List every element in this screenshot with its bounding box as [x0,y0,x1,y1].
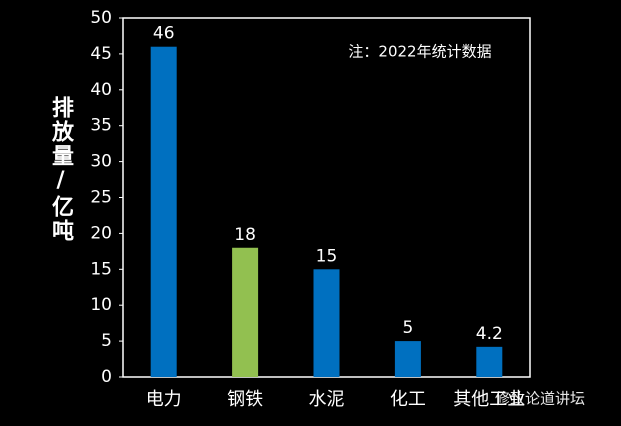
y-tick-label: 40 [90,80,112,100]
bar [394,341,421,377]
x-tick-label: 水泥 [309,389,345,410]
bar [476,346,503,377]
value-label: 18 [234,225,256,245]
y-tick-label: 20 [90,223,112,243]
value-label: 4.2 [476,324,503,344]
bar [313,269,340,377]
bar [150,46,177,377]
y-tick-label: 50 [90,8,112,28]
annotation: 注：2022年统计数据 [348,43,491,61]
y-tick-label: 35 [90,116,112,136]
y-tick-label: 15 [90,259,112,279]
y-axis-label: 排放量/亿吨 [48,96,73,243]
watermark: 修致论道讲坛 [495,390,585,408]
value-label: 46 [153,24,175,44]
y-tick-label: 25 [90,188,112,208]
y-tick-label: 45 [90,44,112,64]
bar [232,247,259,377]
x-tick-label: 钢铁 [227,389,263,410]
x-tick-label: 其他工业 [453,389,525,410]
x-tick-label: 化工 [390,389,426,410]
y-tick-label: 30 [90,152,112,172]
y-tick-label: 5 [101,331,112,351]
value-label: 5 [402,318,413,338]
value-label: 15 [316,246,338,266]
y-tick-label: 10 [90,295,112,315]
y-tick-label: 0 [101,367,112,387]
x-tick-label: 电力 [146,389,182,410]
